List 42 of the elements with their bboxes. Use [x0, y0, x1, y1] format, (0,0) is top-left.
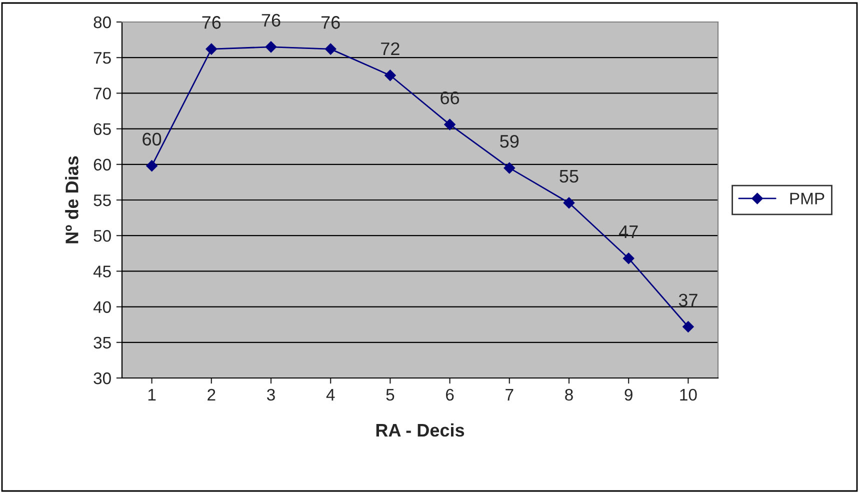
data-label: 66 — [440, 92, 460, 104]
y-tick-label: 55 — [94, 194, 111, 206]
x-tick-label: 4 — [326, 389, 335, 400]
y-tick-label: 80 — [94, 16, 111, 28]
y-tick-label: 75 — [94, 52, 111, 64]
y-tick-label: 50 — [94, 230, 111, 242]
y-tick-label: 60 — [94, 158, 111, 171]
legend-label: PMP — [790, 192, 824, 204]
x-tick-label: 6 — [446, 388, 454, 401]
point — [682, 321, 694, 332]
point — [504, 162, 516, 174]
x-tick-label: 9 — [624, 388, 632, 401]
point — [324, 43, 336, 55]
data-label: 76 — [321, 16, 340, 29]
y-tick-label: 40 — [93, 301, 111, 314]
y-axis-title: Nº de Dias — [65, 156, 78, 244]
point — [265, 41, 277, 53]
y-tick-label: 45 — [93, 266, 111, 278]
y-tick-label: 30 — [94, 372, 111, 384]
x-tick-label: 3 — [267, 388, 275, 401]
x-tick-label: 10 — [680, 388, 697, 401]
point — [622, 252, 634, 264]
point — [206, 43, 218, 55]
y-tick-label: 70 — [94, 88, 111, 100]
y-tick-label: 65 — [94, 123, 111, 136]
x-tick-label: 1 — [148, 389, 156, 400]
data-label: 37 — [678, 294, 698, 306]
point — [563, 197, 575, 208]
x-tick-label: 5 — [386, 389, 394, 401]
data-label: 76 — [202, 16, 221, 29]
x-tick-label: 7 — [506, 389, 514, 400]
point — [384, 70, 396, 82]
data-label: 55 — [560, 170, 578, 183]
point — [444, 118, 456, 130]
data-label: 72 — [381, 42, 400, 55]
data-label: 59 — [500, 134, 519, 148]
y-tick-label: 35 — [94, 336, 111, 349]
point — [146, 160, 158, 172]
x-axis-title: RA - Decis — [376, 423, 464, 437]
data-label: 60 — [142, 132, 162, 146]
x-tick-label: 8 — [565, 388, 573, 401]
x-tick-label: 2 — [208, 388, 216, 400]
